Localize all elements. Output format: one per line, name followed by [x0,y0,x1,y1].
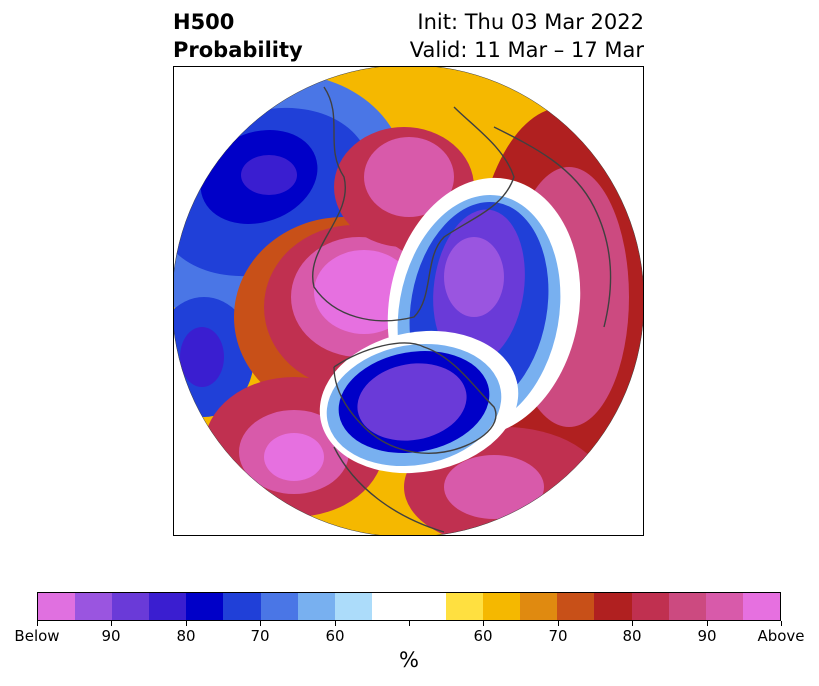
colorbar-tick-label: 80 [176,627,196,645]
colorbar-tick [781,621,782,626]
colorbar-segment [75,593,113,620]
colorbar-tick-label: Below [14,627,60,645]
colorbar-tick [558,621,559,626]
colorbar-segment [149,593,187,620]
colorbar-tick [186,621,187,626]
colorbar-tick [632,621,633,626]
colorbar-tick-label: 60 [325,627,345,645]
map-canvas [174,67,643,535]
colorbar-segment [594,593,632,620]
probability-map [173,66,644,536]
colorbar-tick [37,621,38,626]
colorbar-segment [297,593,335,620]
colorbar-segment [668,593,706,620]
polar-trough-center [444,237,504,317]
colorbar-segment [742,593,780,620]
colorbar-tick-label: 60 [473,627,493,645]
coastlines [311,86,612,533]
colorbar-segment [223,593,261,620]
colorbar-tick-label: 90 [697,627,717,645]
colorbar-tick [260,621,261,626]
colorbar-tick [409,621,410,626]
arctic-high-inner [364,137,454,217]
colorbar-tick [111,621,112,626]
colorbar-segment [557,593,595,620]
colorbar-tick-label: 90 [101,627,121,645]
colorbar-segment [483,593,521,620]
colorbar-tick-label: Above [757,627,805,645]
colorbar-segment [186,593,224,620]
title-variable: H500 [173,10,235,34]
colorbar-segment [520,593,558,620]
pacific-low-center [241,155,297,195]
colorbar-tick [707,621,708,626]
colorbar-segment [38,593,76,620]
colorbar-unit-label: % [399,648,419,672]
colorbar [37,592,781,621]
probability-field [174,67,643,535]
chart-title-right: Init: Thu 03 Mar 2022 Valid: 11 Mar – 17… [410,8,644,64]
west-low-core [180,327,224,387]
title-product: Probability [173,38,303,62]
chart-title-left: H500 Probability [173,8,303,64]
colorbar-segment [371,593,409,620]
south-high-west-core [264,433,324,481]
title-init-date: Init: Thu 03 Mar 2022 [417,10,644,34]
colorbar-segment [260,593,298,620]
colorbar-segment [446,593,484,620]
south-high-east-inner [444,455,544,519]
title-valid-range: Valid: 11 Mar – 17 Mar [409,38,644,62]
colorbar-segment [112,593,150,620]
colorbar-segment [408,593,447,620]
na-trough-core [357,363,467,441]
colorbar-tick-label: 70 [250,627,270,645]
colorbar-tick [483,621,484,626]
colorbar-tick-label: 80 [622,627,642,645]
colorbar-segment [705,593,743,620]
colorbar-segment [334,593,372,620]
colorbar-tick [335,621,336,626]
colorbar-segment [631,593,669,620]
colorbar-tick-label: 70 [548,627,568,645]
